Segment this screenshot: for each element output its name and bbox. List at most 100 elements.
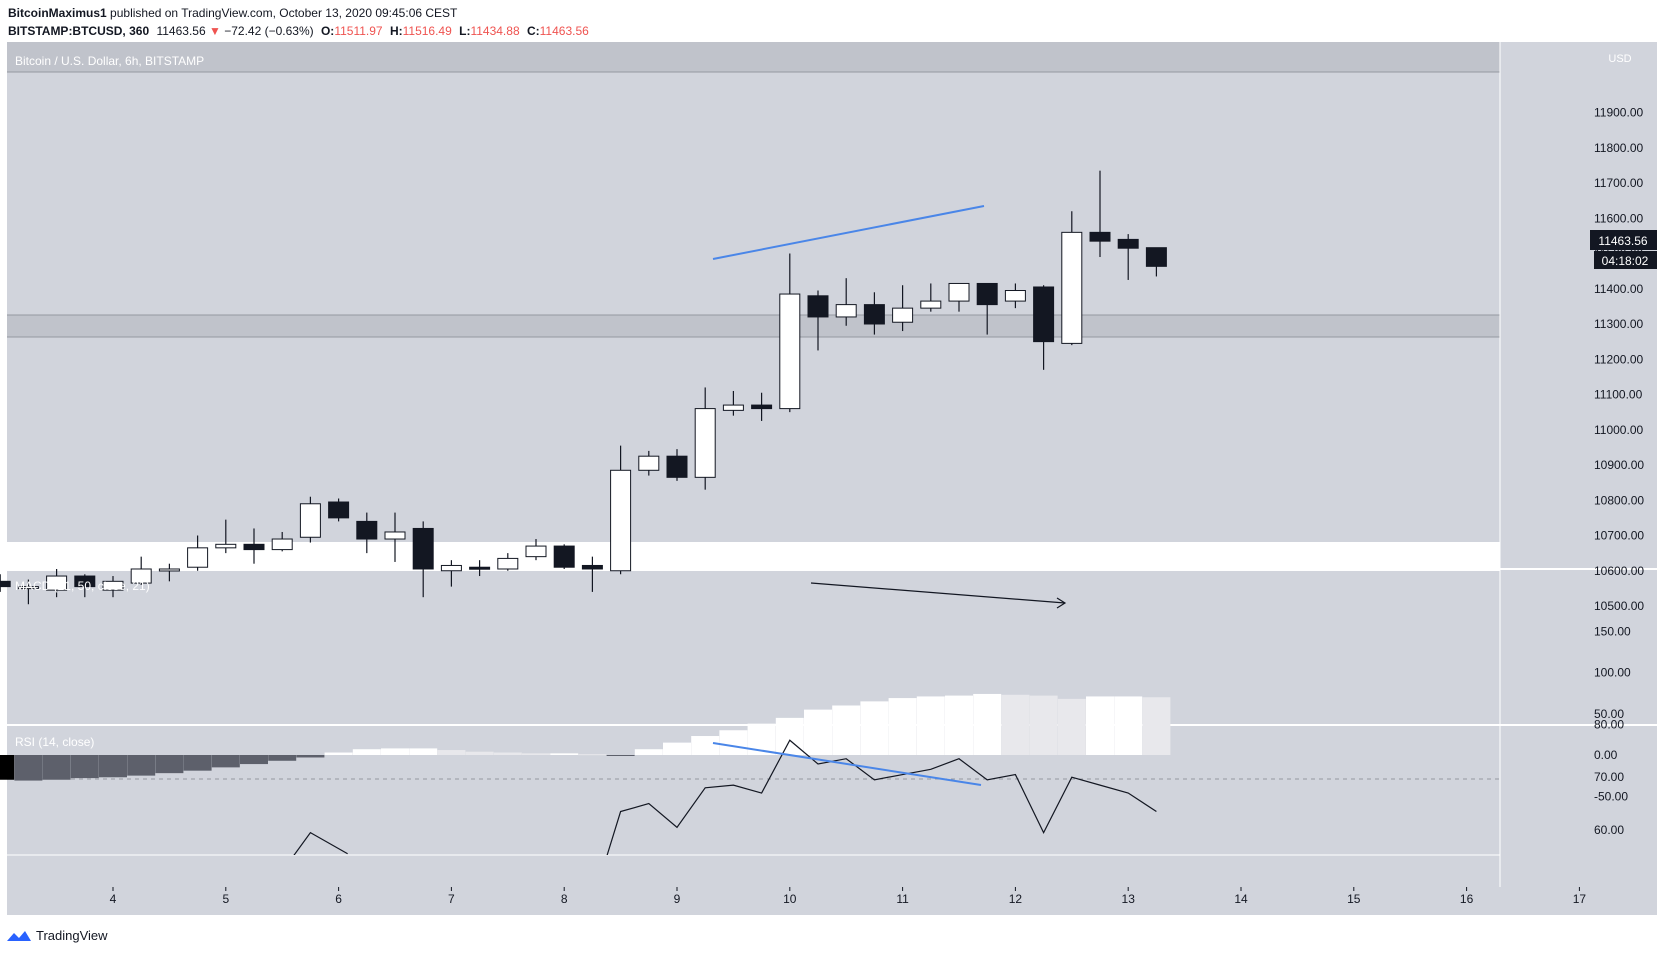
- candle-down[interactable]: [553, 545, 575, 568]
- rsi-line-series[interactable]: [291, 739, 1157, 859]
- candle-up[interactable]: [722, 404, 744, 411]
- candle-up[interactable]: [948, 282, 970, 302]
- candle-down[interactable]: [412, 527, 434, 570]
- macd-bar[interactable]: [409, 748, 438, 755]
- candle-down[interactable]: [1033, 286, 1055, 343]
- macd-bar[interactable]: [0, 755, 15, 780]
- candle-up[interactable]: [892, 307, 914, 323]
- macd-bar[interactable]: [606, 755, 635, 756]
- macd-bar[interactable]: [99, 755, 127, 778]
- candle-up[interactable]: [779, 293, 801, 410]
- candle-down[interactable]: [328, 501, 350, 519]
- macd-bar[interactable]: [352, 749, 381, 755]
- macd-bar[interactable]: [945, 695, 973, 755]
- candle-up[interactable]: [384, 531, 406, 540]
- macd-bar[interactable]: [240, 755, 268, 765]
- macd-bar[interactable]: [42, 755, 71, 780]
- rsi-line-segment[interactable]: [606, 739, 1157, 859]
- candle-down[interactable]: [581, 564, 603, 570]
- price-trendline[interactable]: [712, 205, 985, 260]
- macd-bar[interactable]: [691, 736, 720, 755]
- candle-up[interactable]: [638, 455, 660, 471]
- macd-bar[interactable]: [663, 742, 691, 755]
- candle-up[interactable]: [835, 304, 857, 318]
- candle-up[interactable]: [46, 575, 68, 591]
- candle-down[interactable]: [751, 404, 773, 410]
- candle-down[interactable]: [356, 520, 378, 540]
- candle-down[interactable]: [0, 580, 11, 588]
- macd-bar[interactable]: [296, 755, 325, 758]
- macd-bar[interactable]: [1057, 698, 1086, 755]
- candle-down[interactable]: [863, 304, 885, 325]
- macd-histogram[interactable]: [0, 693, 1171, 781]
- candle-down[interactable]: [469, 566, 491, 570]
- candle-up[interactable]: [271, 538, 293, 551]
- candle-down[interactable]: [74, 575, 96, 588]
- macd-bar[interactable]: [324, 752, 353, 755]
- macd-bar[interactable]: [70, 755, 99, 779]
- candle-up[interactable]: [158, 568, 180, 572]
- rsi-legend[interactable]: RSI (14, close): [15, 735, 94, 749]
- candle-up[interactable]: [1061, 231, 1083, 344]
- candle-down[interactable]: [243, 543, 265, 551]
- macd-bar[interactable]: [522, 753, 550, 755]
- time-axis-bg[interactable]: [7, 887, 1657, 915]
- macd-bar[interactable]: [1001, 694, 1030, 755]
- candle-up[interactable]: [17, 586, 39, 590]
- macd-bar[interactable]: [832, 705, 861, 756]
- macd-bar[interactable]: [1086, 696, 1114, 755]
- candle-up[interactable]: [1004, 290, 1026, 302]
- macd-bar[interactable]: [211, 755, 240, 768]
- candle-up[interactable]: [299, 503, 321, 538]
- rsi-line-segment[interactable]: [291, 831, 348, 859]
- macd-bar[interactable]: [888, 698, 917, 755]
- candle-up[interactable]: [130, 568, 152, 584]
- candle-up[interactable]: [102, 580, 124, 591]
- candle-up[interactable]: [694, 408, 716, 478]
- candle-up[interactable]: [440, 564, 462, 572]
- candle-up[interactable]: [187, 547, 209, 568]
- macd-bar[interactable]: [804, 709, 832, 755]
- main-legend[interactable]: Bitcoin / U.S. Dollar, 6h, BITSTAMP: [15, 54, 204, 68]
- macd-bar[interactable]: [719, 730, 748, 755]
- macd-bar[interactable]: [155, 755, 184, 774]
- macd-bar[interactable]: [127, 755, 156, 776]
- author-name[interactable]: BitcoinMaximus1: [8, 6, 107, 20]
- candlestick-series[interactable]: [0, 170, 1167, 605]
- macd-bar[interactable]: [268, 755, 297, 761]
- footer-brand[interactable]: TradingView: [36, 928, 108, 943]
- macd-bar[interactable]: [493, 752, 522, 755]
- candle-up[interactable]: [610, 469, 632, 572]
- price-tick-label: 10500.00: [1594, 599, 1644, 613]
- candle-up[interactable]: [920, 300, 942, 309]
- macd-bar[interactable]: [916, 696, 945, 755]
- macd-bar[interactable]: [860, 701, 889, 755]
- macd-bar[interactable]: [550, 753, 579, 755]
- macd-bar[interactable]: [1114, 696, 1143, 755]
- candle-down[interactable]: [1089, 231, 1111, 242]
- candle-down[interactable]: [1117, 238, 1139, 249]
- candle-up[interactable]: [497, 557, 519, 570]
- macd-bar[interactable]: [1142, 697, 1171, 755]
- macd-bar[interactable]: [634, 749, 663, 755]
- macd-bar[interactable]: [775, 717, 804, 755]
- rsi-trendline[interactable]: [712, 742, 982, 786]
- macd-bar[interactable]: [381, 748, 409, 755]
- candle-up[interactable]: [215, 543, 237, 549]
- macd-bar[interactable]: [437, 750, 466, 755]
- macd-bar[interactable]: [14, 755, 43, 781]
- candle-up[interactable]: [525, 545, 547, 558]
- macd-bar[interactable]: [183, 755, 212, 771]
- candle-down[interactable]: [666, 455, 688, 478]
- price-axis-bg[interactable]: [1500, 42, 1657, 887]
- candle-down[interactable]: [1145, 247, 1167, 267]
- macd-divergence-arrow[interactable]: [810, 582, 1066, 604]
- macd-bar[interactable]: [1029, 695, 1058, 755]
- macd-bar[interactable]: [973, 693, 1002, 755]
- macd-bar[interactable]: [465, 751, 494, 755]
- candle-down[interactable]: [976, 282, 998, 306]
- macd-legend[interactable]: MACD (21, 50, close, 21): [15, 579, 150, 593]
- candle-down[interactable]: [807, 295, 829, 318]
- macd-bar[interactable]: [578, 754, 607, 756]
